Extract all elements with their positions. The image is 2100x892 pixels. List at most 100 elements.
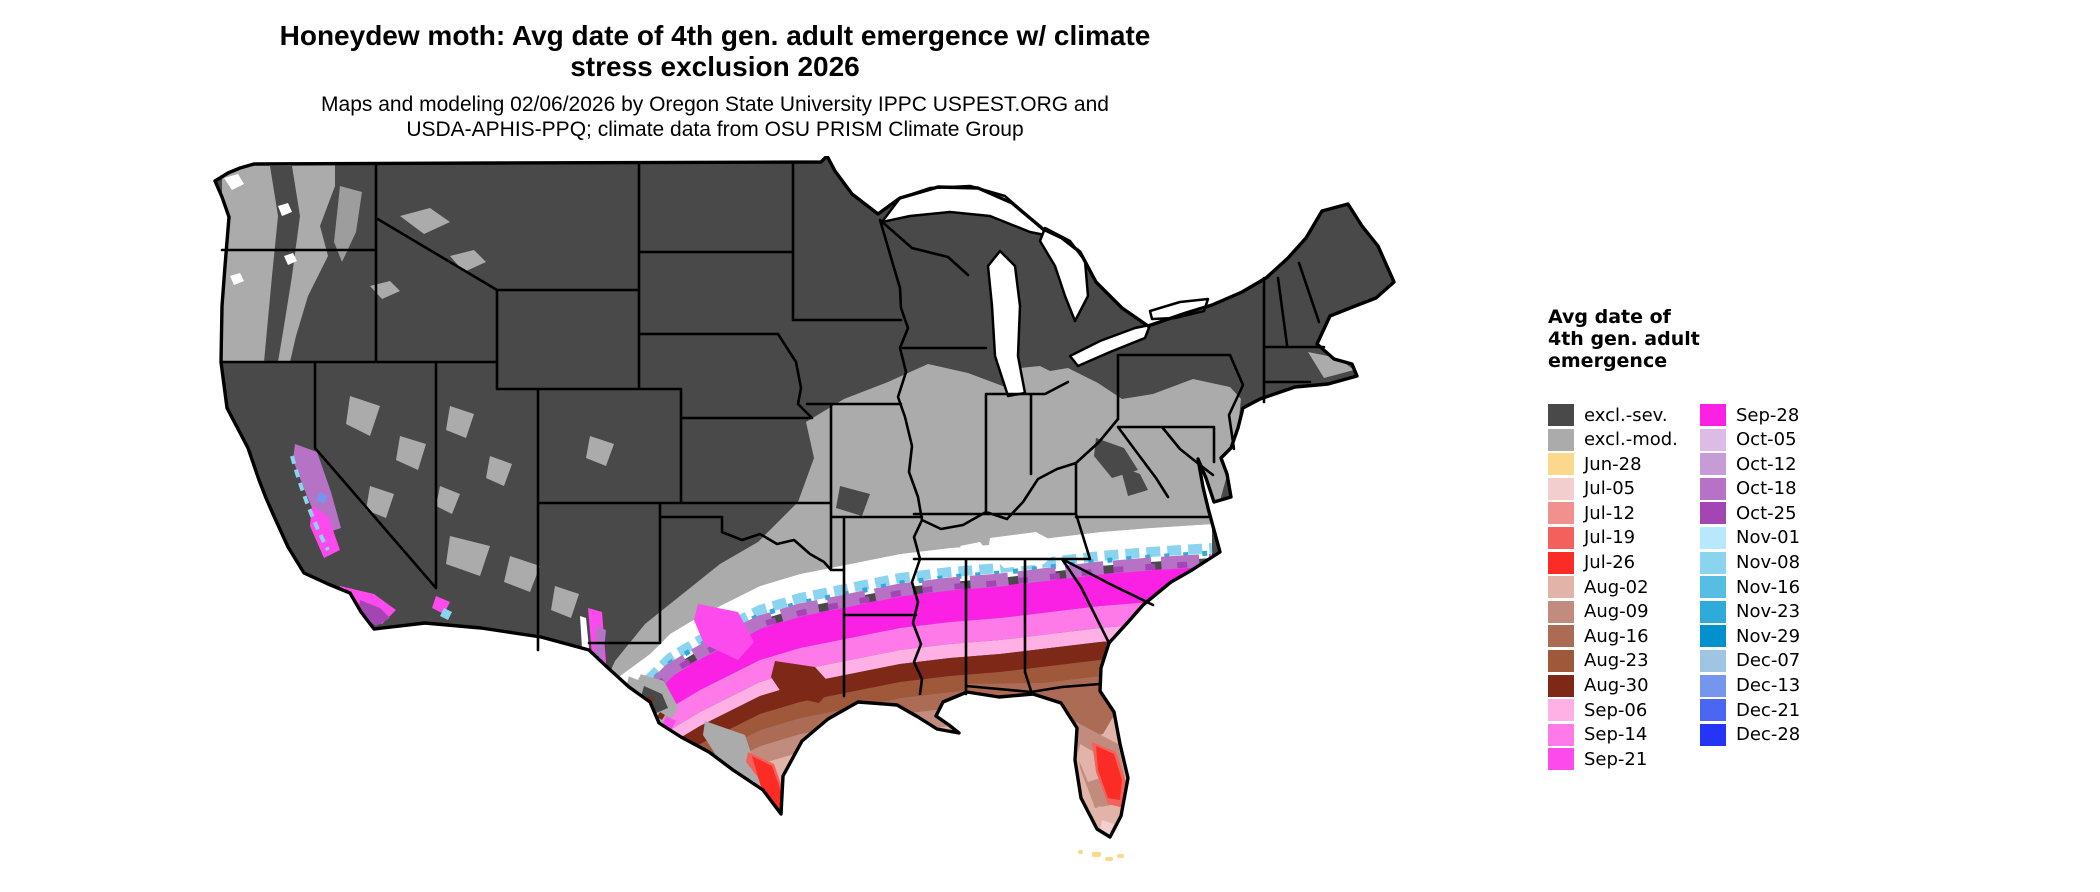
legend-label: Dec-13: [1736, 675, 1801, 697]
legend-row: Nov-29: [1700, 625, 1801, 648]
legend-swatch: [1700, 649, 1726, 672]
legend-label: Nov-29: [1736, 625, 1801, 647]
map-title: Honeydew moth: Avg date of 4th gen. adul…: [130, 20, 1300, 82]
legend-swatch: [1548, 748, 1574, 771]
legend-label: Dec-28: [1736, 724, 1801, 746]
legend-label: Jul-19: [1584, 527, 1636, 549]
legend-label: Jul-05: [1584, 478, 1636, 500]
legend-label: Jun-28: [1584, 453, 1642, 475]
legend-label: Oct-18: [1736, 478, 1797, 500]
legend-swatch: [1548, 625, 1574, 648]
legend-column-1: excl.-sev. excl.-mod. Jun-28 Jul-05 Jul-12 Ju…: [1548, 404, 1678, 773]
legend-label: Sep-28: [1736, 404, 1800, 426]
legend-row: Nov-08: [1700, 551, 1801, 574]
legend-swatch: [1700, 453, 1726, 476]
legend-swatch: [1548, 453, 1574, 476]
legend-swatch: [1548, 551, 1574, 574]
legend-swatch: [1700, 625, 1726, 648]
legend-column-2: Sep-28 Oct-05 Oct-12 Oct-18 Oct-25 Nov-01 Nov-…: [1700, 404, 1800, 748]
legend-row: Aug-30: [1548, 674, 1678, 697]
pnw-excl-moderate-region: [221, 164, 396, 362]
legend-label: Oct-12: [1736, 453, 1797, 475]
legend-row: Oct-05: [1700, 428, 1800, 451]
legend-row: Sep-21: [1548, 748, 1678, 771]
legend-label: Dec-21: [1736, 699, 1801, 721]
map-subtitle: Maps and modeling 02/06/2026 by Oregon S…: [130, 92, 1300, 142]
legend-swatch: [1700, 526, 1726, 549]
lake-erie: [1068, 323, 1152, 368]
legend-label: Nov-08: [1736, 552, 1801, 574]
band-sep21-28: [590, 566, 1212, 790]
map-title-line1: Honeydew moth: Avg date of 4th gen. adul…: [279, 20, 1151, 51]
legend-row: Dec-21: [1700, 699, 1801, 722]
legend-label: Aug-23: [1584, 650, 1649, 672]
legend-row: Aug-23: [1548, 649, 1678, 672]
legend-swatch: [1548, 576, 1574, 599]
legend-swatch: [1548, 649, 1574, 672]
legend-title-line2: 4th gen. adult: [1548, 328, 1700, 350]
legend-label: Aug-30: [1584, 675, 1649, 697]
legend-row: Nov-23: [1700, 600, 1801, 623]
legend-row: Nov-01: [1700, 526, 1801, 549]
legend-swatch: [1700, 428, 1726, 451]
band-sep06: [590, 620, 1212, 826]
us-map: [213, 154, 1396, 861]
legend-label: excl.-mod.: [1584, 429, 1678, 451]
legend-row: Oct-18: [1700, 477, 1800, 500]
legend-swatch: [1548, 477, 1574, 500]
legend-swatch: [1700, 600, 1726, 623]
legend-label: Aug-16: [1584, 625, 1649, 647]
legend-swatch: [1700, 404, 1726, 426]
legend-label: Jul-12: [1584, 502, 1636, 524]
us-map-container: [200, 154, 1440, 870]
legend-row: Jun-28: [1548, 453, 1678, 476]
legend-row: Sep-06: [1548, 699, 1678, 722]
legend-title: Avg date of 4th gen. adult emergence: [1548, 306, 1808, 372]
legend-label: Nov-16: [1736, 576, 1801, 598]
legend-row: Jul-05: [1548, 477, 1678, 500]
great-lakes: [880, 184, 1210, 398]
legend-row: Dec-28: [1700, 723, 1801, 746]
legend-swatch: [1700, 576, 1726, 599]
legend-title-line1: Avg date of: [1548, 306, 1671, 328]
legend-swatch: [1548, 699, 1574, 722]
legend-row: Aug-02: [1548, 576, 1678, 599]
legend-swatch: [1548, 404, 1574, 426]
legend-swatch: [1700, 477, 1726, 500]
legend-title-line3: emergence: [1548, 350, 1668, 372]
florida-keys: [1078, 850, 1124, 861]
legend-row: Dec-07: [1700, 649, 1801, 672]
legend-label: Sep-06: [1584, 699, 1648, 721]
map-subtitle-line1: Maps and modeling 02/06/2026 by Oregon S…: [321, 93, 1109, 116]
legend-label: Sep-21: [1584, 748, 1648, 770]
lake-ontario: [1148, 297, 1210, 321]
legend-label: Dec-07: [1736, 650, 1801, 672]
florida-detail: [966, 682, 1126, 836]
legend-swatch: [1700, 723, 1726, 746]
legend-row: Aug-09: [1548, 600, 1678, 623]
legend-row: Oct-12: [1700, 453, 1800, 476]
legend-label: Oct-25: [1736, 502, 1797, 524]
legend-swatch: [1548, 723, 1574, 746]
legend-label: excl.-sev.: [1584, 404, 1668, 426]
map-subtitle-line2: USDA-APHIS-PPQ; climate data from OSU PR…: [406, 118, 1024, 141]
legend-swatch: [1548, 502, 1574, 525]
legend-row: Jul-19: [1548, 526, 1678, 549]
map-title-line2: stress exclusion 2026: [570, 51, 860, 82]
legend-row: Sep-14: [1548, 723, 1678, 746]
state-borders: [219, 162, 1326, 698]
legend-swatch: [1548, 674, 1574, 697]
legend-row: Sep-28: [1700, 404, 1800, 426]
legend-label: Nov-01: [1736, 527, 1801, 549]
legend-swatch: [1700, 551, 1726, 574]
legend-row: Jul-26: [1548, 551, 1678, 574]
legend-row: Jul-12: [1548, 502, 1678, 525]
legend-swatch: [1548, 600, 1574, 623]
legend-label: Jul-26: [1584, 552, 1636, 574]
legend-swatch: [1548, 428, 1574, 451]
legend-label: Oct-05: [1736, 429, 1797, 451]
legend-row: excl.-mod.: [1548, 428, 1678, 451]
conus-outline: [213, 154, 1396, 839]
legend-label: Nov-23: [1736, 601, 1801, 623]
